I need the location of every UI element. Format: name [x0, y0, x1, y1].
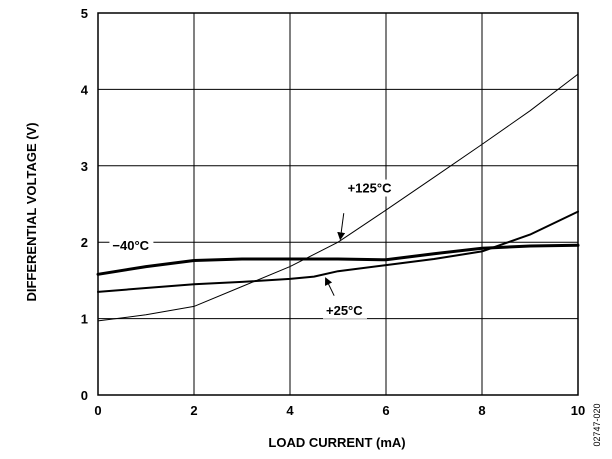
y-tick-label: 1	[81, 312, 88, 327]
y-axis-label: DIFFERENTIAL VOLTAGE (V)	[24, 122, 39, 301]
y-tick-label: 3	[81, 159, 88, 174]
annotation-label: +25°C	[326, 303, 363, 318]
annotation-label-bg	[109, 236, 154, 254]
y-tick-label: 0	[81, 388, 88, 403]
y-tick-label: 2	[81, 235, 88, 250]
y-tick-label: 4	[81, 82, 89, 97]
x-tick-label: 10	[571, 403, 585, 418]
annotations: +125°C −40°C +25°C	[109, 179, 397, 319]
series-line-1	[97, 210, 579, 293]
x-axis-label: LOAD CURRENT (mA)	[268, 435, 405, 450]
x-tick-label: 6	[382, 403, 389, 418]
x-tick-label: 8	[478, 403, 485, 418]
annotation-label-bg	[323, 301, 367, 319]
x-tick-label: 0	[94, 403, 101, 418]
x-tick-label: 4	[286, 403, 294, 418]
series-line-2	[96, 243, 580, 276]
figure-id: 02747-020	[592, 403, 602, 446]
annotation-arrow	[325, 277, 335, 296]
x-axis-ticks: 0 2 4 6 8 10	[94, 403, 585, 418]
y-tick-label: 5	[81, 6, 88, 21]
series-lines	[96, 73, 580, 322]
annotation-arrow	[337, 213, 346, 241]
y-axis-ticks: 0 1 2 3 4 5	[81, 6, 89, 403]
x-tick-label: 2	[190, 403, 197, 418]
annotation-label-bg	[344, 179, 397, 197]
grid	[98, 13, 578, 395]
plot-frame	[97, 12, 579, 396]
annotation-label: −40°C	[112, 238, 149, 253]
annotation-label: +125°C	[348, 181, 392, 196]
series-line-0	[97, 73, 579, 322]
